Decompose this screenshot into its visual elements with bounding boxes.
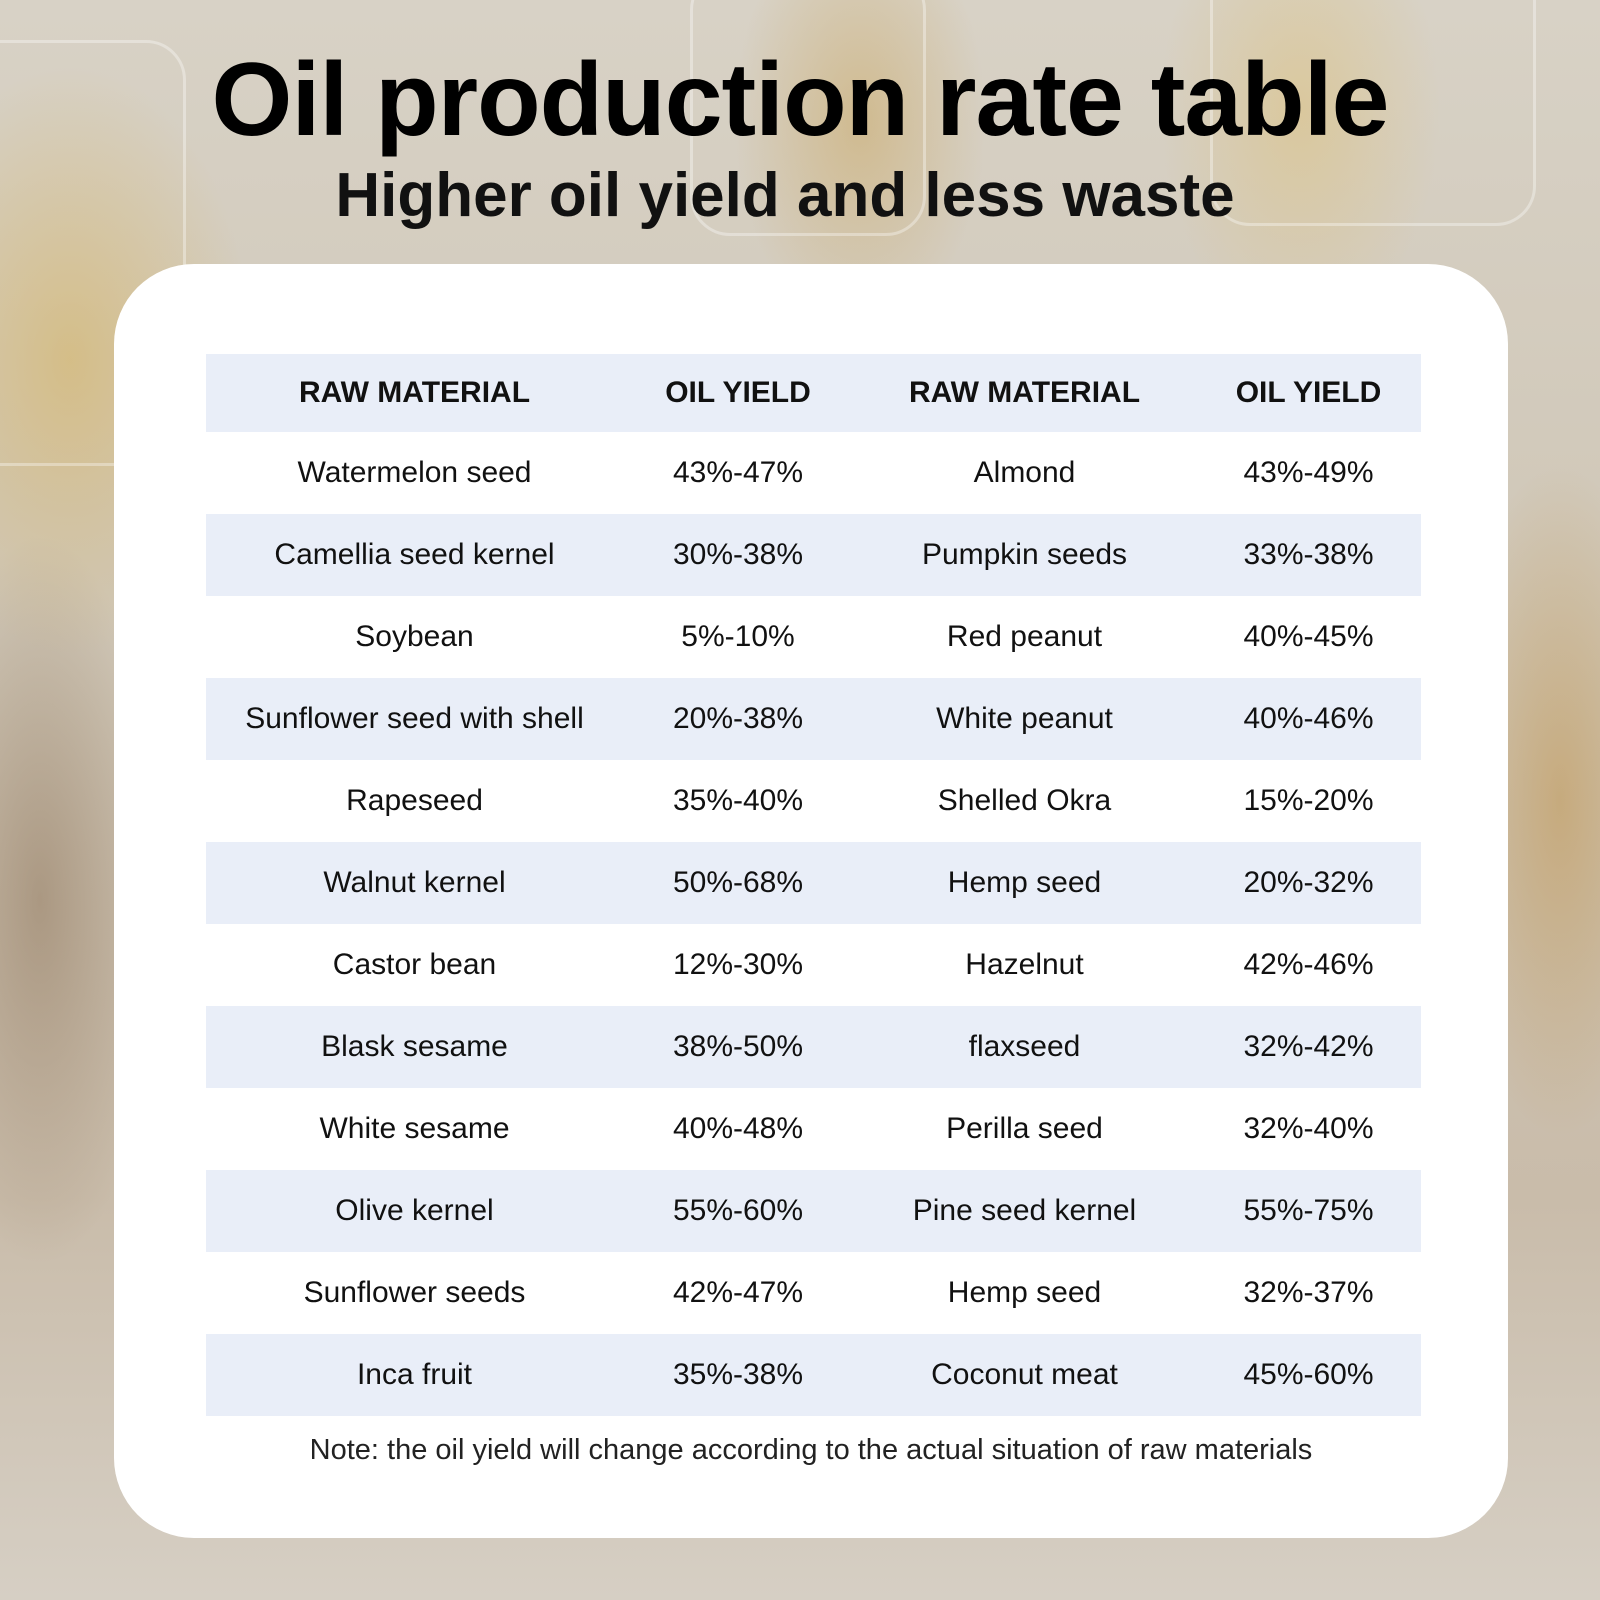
background-bottle-right xyxy=(1210,0,1536,226)
oil-yield-cell: 55%-75% xyxy=(1243,1194,1374,1227)
oil-yield-cell: 43%-47% xyxy=(672,456,804,489)
raw-material-cell: Hazelnut xyxy=(965,948,1084,981)
raw-material-cell: Rapeseed xyxy=(346,784,483,817)
raw-material-cell: Shelled Okra xyxy=(937,784,1112,817)
page-subtitle: Higher oil yield and less waste xyxy=(335,161,1235,230)
table-row: Sunflower seeds 42%-47% Hemp seed 32%-37… xyxy=(206,1252,1421,1334)
raw-material-cell: Soybean xyxy=(355,620,474,653)
oil-yield-cell: 55%-60% xyxy=(672,1194,804,1227)
raw-material-cell: Coconut meat xyxy=(931,1358,1118,1391)
oil-yield-cell: 40%-48% xyxy=(672,1112,804,1145)
oil-yield-cell: 43%-49% xyxy=(1243,456,1374,489)
raw-material-cell: Olive kernel xyxy=(335,1194,494,1227)
oil-yield-cell: 42%-46% xyxy=(1243,948,1374,981)
table-row: White sesame 40%-48% Perilla seed 32%-40… xyxy=(206,1088,1421,1170)
page-title: Oil production rate table xyxy=(211,42,1390,158)
oil-yield-cell: 35%-40% xyxy=(672,784,804,817)
column-header: OIL YIELD xyxy=(1235,376,1382,409)
raw-material-cell: Almond xyxy=(973,456,1076,489)
oil-yield-cell: 38%-50% xyxy=(672,1030,804,1063)
raw-material-cell: Sunflower seed with shell xyxy=(245,702,584,735)
oil-yield-cell: 32%-40% xyxy=(1243,1112,1374,1145)
table-header-row: RAW MATERIAL OIL YIELD RAW MATERIAL OIL … xyxy=(206,354,1421,432)
raw-material-cell: Castor bean xyxy=(332,948,497,981)
background-bottle-left xyxy=(0,40,186,466)
table-card: RAW MATERIAL OIL YIELD RAW MATERIAL OIL … xyxy=(114,264,1508,1538)
table-row: Camellia seed kernel 30%-38% Pumpkin see… xyxy=(206,514,1421,596)
oil-yield-cell: 33%-38% xyxy=(1243,538,1374,571)
oil-yield-cell: 20%-38% xyxy=(672,702,804,735)
raw-material-cell: Pine seed kernel xyxy=(912,1194,1137,1227)
raw-material-cell: flaxseed xyxy=(968,1030,1081,1063)
table-row: Inca fruit 35%-38% Coconut meat 45%-60% xyxy=(206,1334,1421,1416)
oil-yield-cell: 5%-10% xyxy=(681,620,795,653)
oil-yield-cell: 20%-32% xyxy=(1243,866,1374,899)
table-row: Blask sesame 38%-50% flaxseed 32%-42% xyxy=(206,1006,1421,1088)
oil-yield-cell: 32%-42% xyxy=(1243,1030,1374,1063)
table-row: Walnut kernel 50%-68% Hemp seed 20%-32% xyxy=(206,842,1421,924)
raw-material-cell: Camellia seed kernel xyxy=(274,538,555,571)
footnote: Note: the oil yield will change accordin… xyxy=(309,1434,1313,1466)
raw-material-cell: Blask sesame xyxy=(321,1030,508,1063)
table-row: Sunflower seed with shell 20%-38% White … xyxy=(206,678,1421,760)
oil-yield-table: RAW MATERIAL OIL YIELD RAW MATERIAL OIL … xyxy=(206,354,1421,1416)
raw-material-cell: Watermelon seed xyxy=(297,456,532,489)
column-header: RAW MATERIAL xyxy=(298,376,531,409)
oil-yield-cell: 50%-68% xyxy=(672,866,804,899)
raw-material-cell: Perilla seed xyxy=(946,1112,1103,1145)
oil-yield-cell: 15%-20% xyxy=(1243,784,1374,817)
table-row: Watermelon seed 43%-47% Almond 43%-49% xyxy=(206,432,1421,514)
oil-yield-cell: 40%-46% xyxy=(1243,702,1374,735)
oil-yield-cell: 40%-45% xyxy=(1243,620,1374,653)
oil-yield-cell: 42%-47% xyxy=(672,1276,804,1309)
raw-material-cell: Inca fruit xyxy=(356,1358,473,1391)
raw-material-cell: Hemp seed xyxy=(947,866,1102,899)
raw-material-cell: White peanut xyxy=(936,702,1113,735)
raw-material-cell: Red peanut xyxy=(946,620,1103,653)
oil-yield-cell: 35%-38% xyxy=(672,1358,804,1391)
oil-yield-cell: 30%-38% xyxy=(672,538,804,571)
oil-yield-cell: 45%-60% xyxy=(1243,1358,1374,1391)
table-row: Olive kernel 55%-60% Pine seed kernel 55… xyxy=(206,1170,1421,1252)
raw-material-cell: Sunflower seeds xyxy=(303,1276,526,1309)
raw-material-cell: Pumpkin seeds xyxy=(921,538,1128,571)
raw-material-cell: Walnut kernel xyxy=(323,866,506,899)
column-header: OIL YIELD xyxy=(665,376,811,409)
oil-yield-cell: 12%-30% xyxy=(672,948,804,981)
background-bottle-center xyxy=(690,0,926,236)
column-header: RAW MATERIAL xyxy=(908,376,1141,409)
table-row: Rapeseed 35%-40% Shelled Okra 15%-20% xyxy=(206,760,1421,842)
raw-material-cell: Hemp seed xyxy=(947,1276,1102,1309)
table-row: Castor bean 12%-30% Hazelnut 42%-46% xyxy=(206,924,1421,1006)
oil-yield-cell: 32%-37% xyxy=(1243,1276,1374,1309)
table-row: Soybean 5%-10% Red peanut 40%-45% xyxy=(206,596,1421,678)
raw-material-cell: White sesame xyxy=(319,1112,510,1145)
